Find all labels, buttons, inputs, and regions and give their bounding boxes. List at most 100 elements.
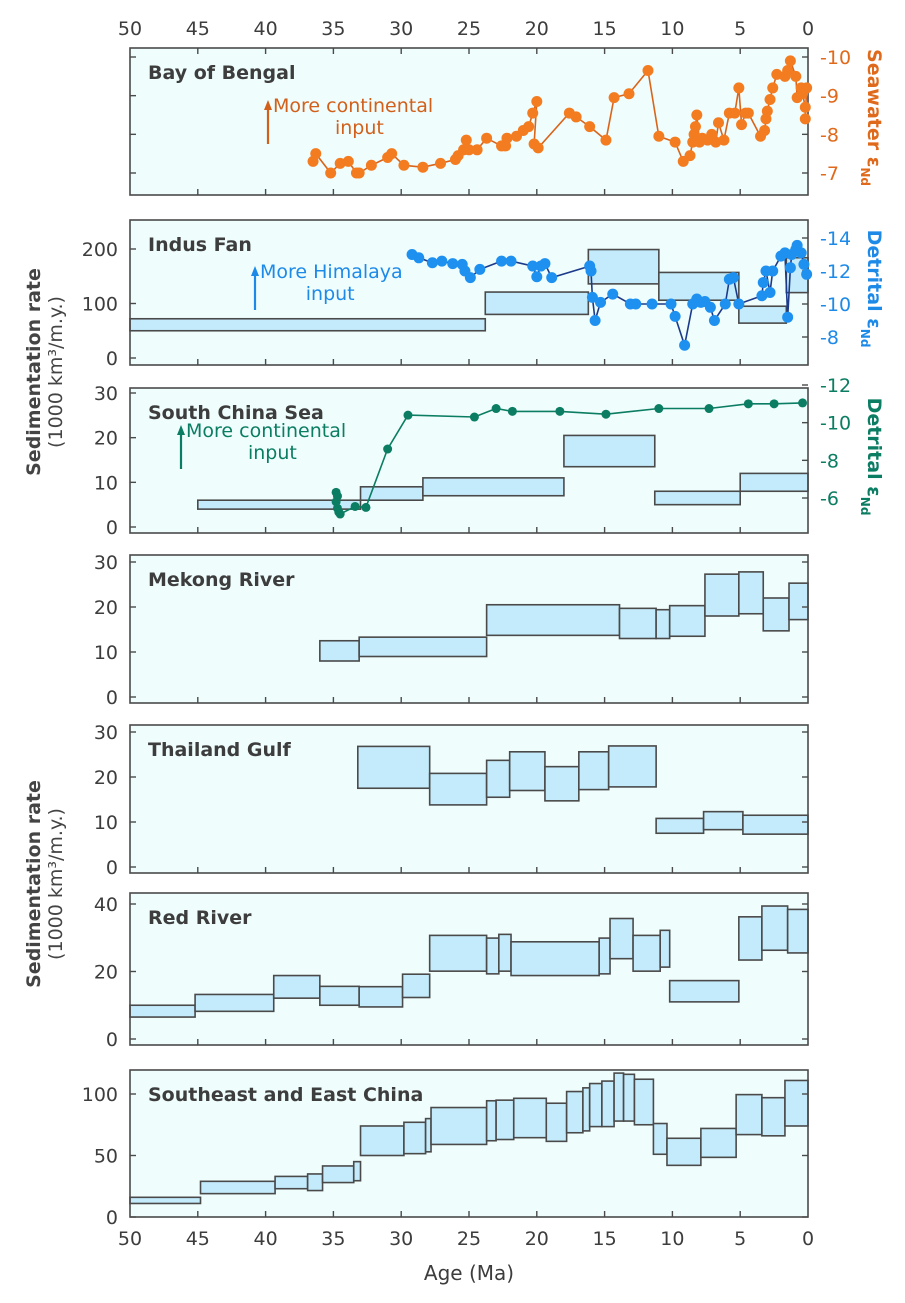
data-point — [799, 101, 811, 113]
data-point — [463, 144, 475, 156]
data-point — [527, 107, 539, 119]
data-point — [719, 298, 731, 310]
bottom-x-tick-label: 10 — [660, 1228, 684, 1250]
left-y-axis-title: Sedimentation rate (1000 km³/m.y.) — [23, 780, 67, 988]
arrow-head-icon — [177, 425, 185, 435]
data-point — [398, 159, 410, 171]
left-y-tick-label: 10 — [94, 812, 118, 834]
data-point — [310, 148, 322, 160]
bottom-x-tick-label: 20 — [525, 1228, 549, 1250]
sedimentation-box — [632, 934, 661, 972]
sedimentation-box — [738, 305, 788, 324]
sedimentation-box — [357, 745, 431, 790]
sedimentation-box — [588, 1082, 603, 1128]
data-point — [471, 144, 483, 156]
sedimentation-box — [609, 917, 634, 960]
sedimentation-box — [742, 814, 809, 835]
x-axis-title: Age (Ma) — [424, 1261, 514, 1285]
sedimentation-box — [485, 1099, 497, 1142]
sedimentation-box — [508, 750, 546, 792]
data-point — [365, 159, 377, 171]
bottom-x-tick-label: 0 — [802, 1228, 814, 1250]
sedimentation-box — [653, 490, 741, 506]
arrow-head-icon — [251, 266, 259, 276]
data-point — [764, 94, 776, 106]
left-y-axis-title: Sedimentation rate (1000 km³/m.y.) — [23, 268, 67, 476]
right-axis-title: Detrital εNd — [858, 398, 885, 516]
sedimentation-box — [633, 1078, 655, 1126]
left-y-tick-label: 0 — [106, 687, 118, 709]
annotation-line1: More continental — [186, 420, 346, 442]
sedimentation-box — [788, 582, 809, 621]
annotation-line1: More continental — [273, 95, 433, 117]
left-y-tick-label: 20 — [94, 428, 118, 450]
sedimentation-box — [761, 1096, 786, 1137]
bottom-x-tick-label: 15 — [593, 1228, 617, 1250]
sedimentation-box — [403, 1121, 427, 1155]
data-point — [527, 260, 539, 272]
data-point — [539, 258, 551, 270]
sedimentation-box — [761, 905, 789, 952]
data-point — [496, 255, 508, 267]
data-point — [386, 148, 398, 160]
sedimentation-box — [704, 573, 740, 617]
data-point — [704, 301, 716, 313]
top-x-tick-label: 0 — [802, 18, 814, 40]
data-point — [642, 65, 654, 77]
sedimentation-box — [735, 1093, 763, 1136]
annotation-line1: More Himalaya — [260, 261, 403, 283]
data-point — [584, 121, 596, 133]
top-x-tick-label: 20 — [525, 18, 549, 40]
data-point — [759, 124, 771, 136]
sedimentation-box — [272, 974, 321, 999]
sedimentation-box — [401, 973, 431, 999]
data-point — [447, 258, 459, 270]
data-point — [570, 111, 582, 123]
sedimentation-box — [428, 772, 488, 806]
panel-red-river: 0 20 40 Red River — [94, 892, 809, 1051]
top-x-tick-label: 5 — [734, 18, 746, 40]
sedimentation-box — [545, 1102, 568, 1143]
bottom-x-tick-label: 5 — [734, 1228, 746, 1250]
data-point — [742, 107, 754, 119]
data-point — [426, 257, 438, 269]
annotation-line2: input — [306, 283, 355, 305]
sedimentation-box — [563, 434, 656, 468]
sedimentation-box — [197, 499, 362, 510]
data-point — [600, 134, 612, 146]
sedimentation-box — [430, 1106, 488, 1146]
data-point — [784, 55, 796, 67]
right-y-tick-label: -8 — [820, 327, 839, 349]
data-point — [713, 117, 725, 129]
sedimentation-box — [582, 1087, 591, 1132]
data-point — [335, 509, 345, 519]
data-point — [704, 404, 714, 414]
annotation-line2: input — [248, 442, 297, 464]
sedimentation-box — [655, 608, 671, 640]
right-y-tick-label: -10 — [820, 47, 851, 69]
data-point — [325, 167, 337, 179]
data-point — [531, 271, 543, 283]
sedimentation-box — [544, 765, 580, 802]
sedimentation-box — [129, 317, 487, 332]
data-point — [608, 92, 620, 104]
sedimentation-box — [668, 979, 740, 1003]
sedimentation-box — [618, 607, 657, 640]
data-point — [757, 277, 769, 289]
sedimentation-box — [498, 933, 512, 972]
sedimentation-box — [613, 1072, 625, 1122]
sedimentation-box — [319, 639, 360, 662]
sedimentation-box — [668, 604, 706, 638]
data-point — [342, 155, 354, 167]
sedimentation-box — [129, 1196, 202, 1205]
sedimentation-box — [129, 1004, 196, 1018]
data-point — [413, 252, 425, 264]
data-point — [507, 406, 517, 416]
left-y-tick-label: 30 — [94, 552, 118, 574]
data-point — [601, 409, 611, 419]
sedimentation-box — [786, 908, 809, 954]
